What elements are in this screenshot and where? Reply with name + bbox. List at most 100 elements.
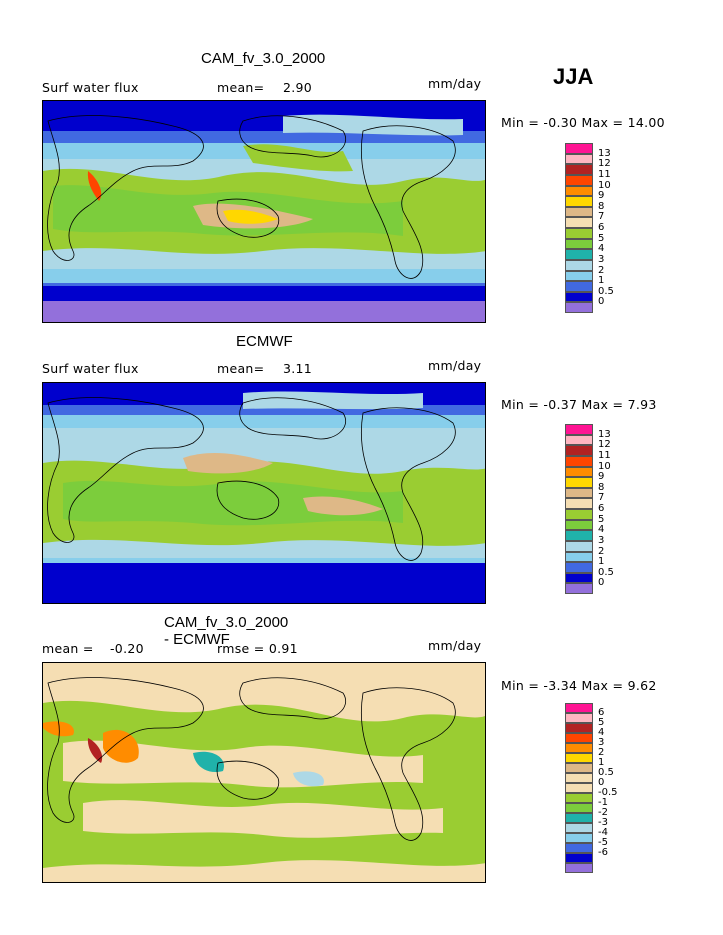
colorbar-segment (565, 196, 593, 207)
colorbar-level-label: 1 (598, 757, 605, 768)
panel-2-variable: Surf water flux (42, 361, 139, 376)
colorbar-level-label: 8 (598, 200, 605, 212)
colorbar-level-label: 0.5 (598, 767, 614, 778)
colorbar-level-label: 8 (598, 481, 605, 493)
colorbar-segment (565, 863, 593, 873)
panel-2-map (42, 382, 486, 604)
panel-1-mean-value: 2.90 (283, 80, 313, 95)
colorbar-level-label: 7 (598, 211, 605, 223)
colorbar-segment (565, 153, 593, 165)
colorbar-segment (565, 583, 593, 594)
colorbar-segment (565, 291, 593, 303)
colorbar-level-label: -2 (598, 807, 608, 818)
colorbar-segment (565, 509, 593, 520)
colorbar-segment (565, 813, 593, 823)
colorbar-level-label: 4 (598, 524, 605, 536)
colorbar-segment (565, 164, 593, 175)
colorbar-level-label: -1 (598, 797, 608, 808)
season-label: JJA (553, 64, 594, 89)
colorbar-segment (565, 703, 593, 713)
colorbar-level-label: 0.5 (598, 566, 614, 578)
colorbar-segment (565, 843, 593, 853)
panel-2-map-svg (43, 383, 485, 603)
colorbar-level-label: -0.5 (598, 787, 618, 798)
colorbar-segment (565, 713, 593, 723)
colorbar-level-label: 1 (598, 556, 605, 568)
colorbar-segment (565, 249, 593, 260)
colorbar-level-label: 3 (598, 737, 605, 748)
panel-3-map-svg (43, 663, 485, 882)
colorbar-segment (565, 753, 593, 763)
colorbar-level-label: 4 (598, 727, 605, 738)
colorbar-segment (565, 281, 593, 292)
colorbar-segment (565, 466, 593, 478)
colorbar-level-label: -6 (598, 847, 608, 858)
colorbar-level-label: 4 (598, 243, 605, 255)
colorbar-level-label: 10 (598, 179, 611, 191)
colorbar-level-label: 9 (598, 471, 605, 483)
colorbar-segment (565, 455, 593, 467)
colorbar-segment (565, 551, 593, 563)
colorbar-level-label: 7 (598, 492, 605, 504)
colorbar-segment (565, 833, 593, 843)
colorbar-level-label: 6 (598, 503, 605, 514)
colorbar-segment (565, 302, 593, 313)
colorbar-segment (565, 773, 593, 783)
colorbar-segment (565, 185, 593, 197)
colorbar-level-label: 11 (598, 449, 611, 461)
colorbar-segment (565, 434, 593, 446)
panel-3-map (42, 662, 486, 883)
colorbar-level-label: 13 (598, 147, 611, 159)
colorbar-segment (565, 793, 593, 803)
colorbar-segment (565, 733, 593, 743)
panel-1-map-svg (43, 101, 485, 322)
panel-2-units: mm/day (428, 358, 482, 373)
colorbar-segment (565, 823, 593, 833)
panel-2-title: ECMWF (236, 333, 293, 350)
colorbar-level-label: -5 (598, 837, 608, 848)
panel-3-minmax: Min = -3.34 Max = 9.62 (501, 678, 657, 693)
colorbar-segment (565, 853, 593, 863)
colorbar-segment (565, 424, 593, 435)
panel-3-colorbar (565, 703, 593, 873)
colorbar-level-label: 2 (598, 545, 605, 557)
colorbar-segment (565, 174, 593, 186)
colorbar-level-label: 3 (598, 253, 605, 265)
colorbar-level-label: 9 (598, 190, 605, 202)
colorbar-segment (565, 519, 593, 531)
colorbar-segment (565, 498, 593, 509)
colorbar-segment (565, 540, 593, 552)
colorbar-level-label: 13 (598, 428, 611, 440)
panel-1-map (42, 100, 486, 323)
colorbar-segment (565, 228, 593, 239)
panel-1-colorbar (565, 143, 593, 313)
panel-3-title: CAM_fv_3.0_2000 - ECMWF (164, 614, 289, 648)
panel-3-units: mm/day (428, 638, 482, 653)
panel-3-rmse: rmse = 0.91 (217, 641, 298, 656)
colorbar-segment (565, 238, 593, 250)
colorbar-segment (565, 530, 593, 541)
panel-2-mean-value: 3.11 (283, 361, 313, 376)
panel-1-variable: Surf water flux (42, 80, 139, 95)
colorbar-level-label: 2 (598, 264, 605, 276)
colorbar-level-label: 0 (598, 777, 605, 788)
colorbar-level-label: 12 (598, 158, 611, 170)
colorbar-segment (565, 572, 593, 584)
panel-2-colorbar (565, 424, 593, 594)
panel-2-mean-label: mean= (217, 361, 265, 376)
colorbar-segment (565, 562, 593, 573)
colorbar-level-label: 0 (598, 296, 605, 308)
colorbar-segment (565, 143, 593, 154)
panel-3-mean-label: mean = (42, 641, 94, 656)
colorbar-level-label: 5 (598, 717, 605, 728)
colorbar-segment (565, 259, 593, 271)
colorbar-level-label: 2 (598, 747, 605, 758)
colorbar-level-label: 12 (598, 439, 611, 451)
colorbar-segment (565, 270, 593, 282)
colorbar-level-label: 6 (598, 707, 605, 718)
colorbar-segment (565, 206, 593, 218)
colorbar-level-label: 10 (598, 460, 611, 472)
colorbar-segment (565, 217, 593, 228)
colorbar-segment (565, 487, 593, 499)
colorbar-level-label: -4 (598, 827, 608, 838)
